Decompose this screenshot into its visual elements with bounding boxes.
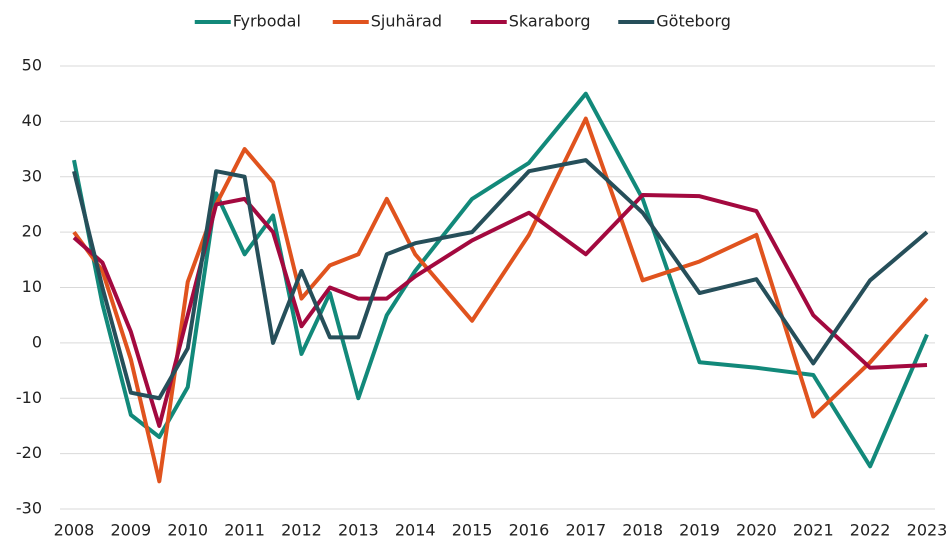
x-tick-label: 2018 [622, 521, 663, 540]
legend-label: Göteborg [656, 12, 731, 31]
series-line [72, 116, 929, 484]
x-tick-label: 2016 [509, 521, 550, 540]
y-tick-label: 30 [22, 166, 42, 185]
y-tick-label: 10 [22, 277, 42, 296]
x-tick-label: 2017 [565, 521, 606, 540]
x-tick-label: 2011 [224, 521, 265, 540]
series-line [72, 158, 929, 401]
x-tick-label: 2014 [395, 521, 436, 540]
x-tick-label: 2010 [167, 521, 208, 540]
legend-label: Fyrbodal [233, 12, 301, 31]
x-tick-label: 2013 [338, 521, 379, 540]
y-tick-label: 0 [32, 332, 42, 351]
y-tick-label: 40 [22, 111, 42, 130]
series-line [72, 91, 929, 469]
legend-label: Sjuhärad [371, 12, 442, 31]
legend-label: Skaraborg [509, 12, 591, 31]
x-tick-label: 2012 [281, 521, 322, 540]
x-tick-label: 2021 [793, 521, 834, 540]
x-tick-label: 2008 [54, 521, 95, 540]
x-tick-label: 2009 [111, 521, 152, 540]
x-tick-label: 2019 [679, 521, 720, 540]
x-tick-label: 2015 [452, 521, 493, 540]
x-tick-label: 2023 [907, 521, 948, 540]
x-tick-label: 2022 [850, 521, 891, 540]
y-tick-label: 50 [22, 56, 42, 75]
y-tick-label: 20 [22, 222, 42, 241]
series-line [72, 193, 928, 428]
y-tick-label: -20 [16, 443, 42, 462]
y-tick-label: -10 [16, 388, 42, 407]
x-tick-label: 2020 [736, 521, 777, 540]
y-tick-label: -30 [16, 499, 42, 518]
